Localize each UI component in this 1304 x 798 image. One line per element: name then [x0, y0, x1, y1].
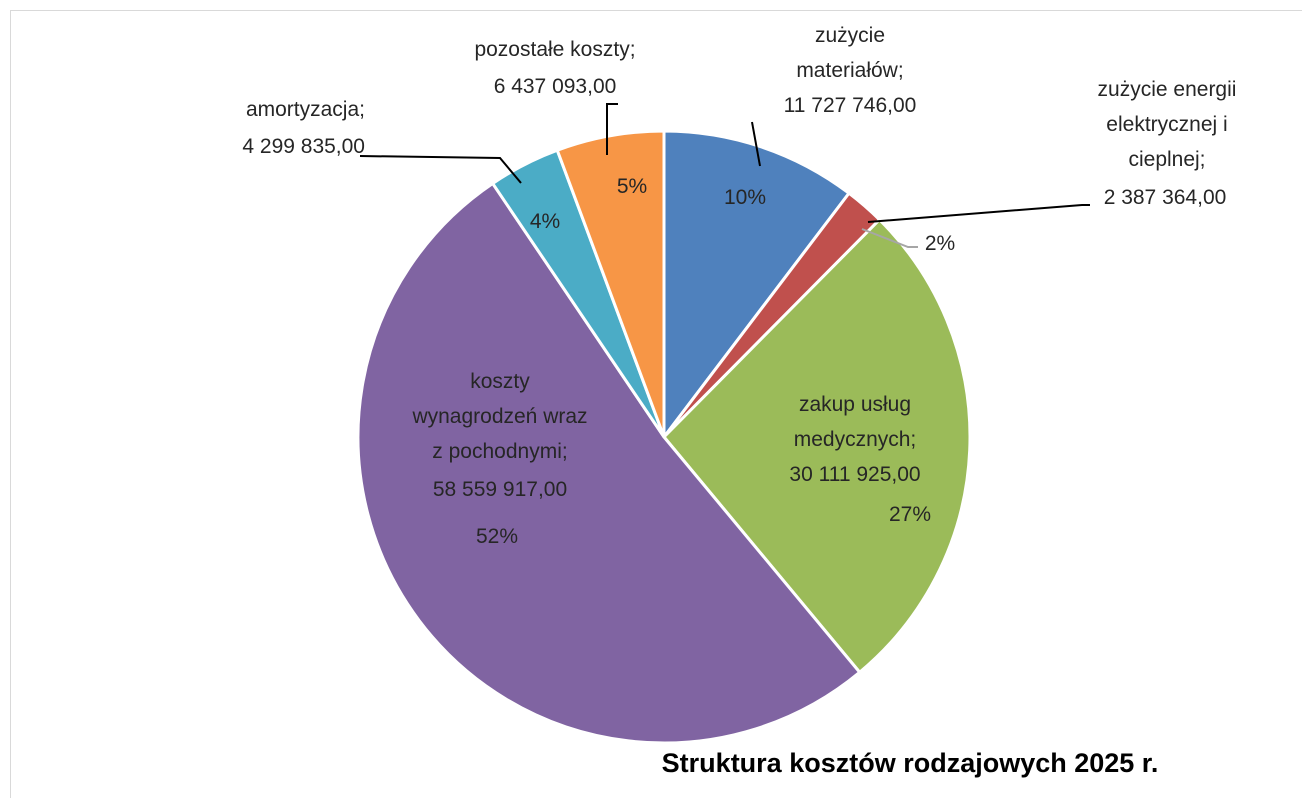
percent-label: 4% — [529, 210, 561, 233]
category-label: koszty wynagrodzeń wraz z pochodnymi; — [412, 370, 588, 463]
value-label: 6 437 093,00 — [493, 75, 617, 98]
percent-label: 5% — [616, 175, 648, 198]
value-label: 30 111 925,00 — [789, 463, 921, 486]
value-label: 58 559 917,00 — [432, 478, 568, 501]
leader-line — [867, 204, 1090, 223]
percent-label: 27% — [888, 503, 932, 526]
pie-slice — [662, 129, 852, 442]
category-label: zużycie materiałów; — [796, 24, 904, 82]
pie-slice — [356, 181, 862, 745]
chart-frame — [10, 10, 1302, 798]
chart-title: Struktura kosztów rodzajowych 2025 r. — [661, 748, 1159, 778]
category-label: zużycie energii elektrycznej i cieplnej; — [1097, 78, 1237, 171]
pie-slice — [661, 217, 972, 675]
leader-line — [751, 121, 761, 167]
value-label: 4 299 835,00 — [242, 135, 365, 158]
percent-label: 2% — [924, 232, 956, 255]
percent-label: 52% — [475, 525, 519, 548]
pie-slice — [555, 129, 666, 438]
category-label: zakup usług medycznych; — [793, 393, 917, 451]
percent-label: 10% — [723, 186, 767, 209]
category-label: pozostałe koszty; — [474, 38, 636, 61]
category-label: amortyzacja; — [245, 98, 365, 121]
value-label: 11 727 746,00 — [783, 94, 917, 117]
value-label: 2 387 364,00 — [1103, 186, 1227, 209]
leader-line — [861, 228, 918, 248]
leader-line — [359, 155, 522, 184]
leader-line — [606, 103, 618, 155]
